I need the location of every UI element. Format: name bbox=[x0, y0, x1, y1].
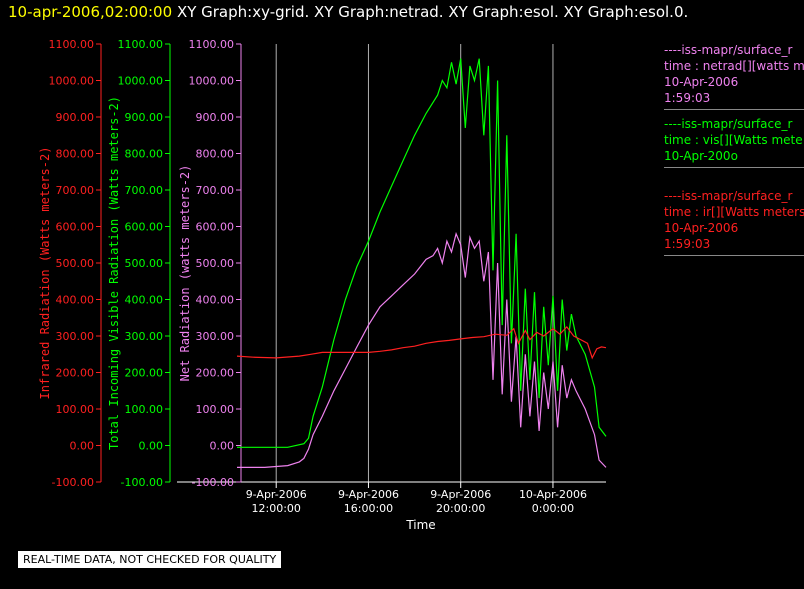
x-tick-label-0: 9-Apr-2006 bbox=[246, 488, 307, 501]
net-y-tick-label-11: 1000.00 bbox=[189, 75, 235, 88]
ir-y-axis-label: Infrared Radiation (Watts meters-2) bbox=[38, 147, 52, 400]
net-y-tick-label-5: 400.00 bbox=[196, 294, 235, 307]
x-tick-label-1: 9-Apr-2006 bbox=[338, 488, 399, 501]
net-y-tick-label-3: 200.00 bbox=[196, 367, 235, 380]
legend-line-0-1: time : netrad[][watts m bbox=[664, 59, 804, 73]
vis-y-tick-label-3: 200.00 bbox=[125, 367, 164, 380]
vis-y-tick-label-10: 900.00 bbox=[125, 111, 164, 124]
net-y-tick-label-9: 800.00 bbox=[196, 148, 235, 161]
vis-y-tick-label-0: -100.00 bbox=[121, 476, 163, 489]
legend-line-2-2: 10-Apr-2006 bbox=[664, 221, 739, 235]
legend-separator-0 bbox=[664, 109, 804, 110]
ir-y-tick-label-1: 0.00 bbox=[70, 440, 95, 453]
ir-y-tick-label-4: 300.00 bbox=[56, 330, 95, 343]
net-y-tick-label-0: -100.00 bbox=[192, 476, 234, 489]
quality-notice: REAL-TIME DATA, NOT CHECKED FOR QUALITY bbox=[18, 551, 282, 568]
legend-line-1-2: 10-Apr-200o bbox=[664, 149, 738, 163]
ir-y-tick-label-10: 900.00 bbox=[56, 111, 95, 124]
ir-y-tick-label-5: 400.00 bbox=[56, 294, 95, 307]
vis-y-tick-label-11: 1000.00 bbox=[118, 75, 164, 88]
legend-line-1-1: time : vis[][Watts mete bbox=[664, 133, 803, 147]
net-y-axis-label: Net Radiation (watts meters-2) bbox=[178, 165, 192, 382]
vis-y-tick-label-5: 400.00 bbox=[125, 294, 164, 307]
vis-y-tick-label-6: 500.00 bbox=[125, 257, 164, 270]
net-y-tick-label-2: 100.00 bbox=[196, 403, 235, 416]
graph-header: 10-apr-2006,02:00:00 XY Graph:xy-grid. X… bbox=[8, 3, 688, 21]
legend-line-0-0: ----iss-mapr/surface_r bbox=[664, 43, 793, 57]
header-graph-list: XY Graph:xy-grid. XY Graph:netrad. XY Gr… bbox=[176, 3, 689, 21]
ir-y-tick-label-6: 500.00 bbox=[56, 257, 95, 270]
net-series-line bbox=[237, 231, 607, 468]
legend-line-0-3: 1:59:03 bbox=[664, 91, 711, 105]
net-y-tick-label-1: 0.00 bbox=[210, 440, 235, 453]
vis-y-tick-label-4: 300.00 bbox=[125, 330, 164, 343]
ir-y-tick-label-8: 700.00 bbox=[56, 184, 95, 197]
ir-series-line bbox=[236, 325, 607, 360]
legend-line-0-2: 10-Apr-2006 bbox=[664, 75, 739, 89]
vis-y-tick-label-9: 800.00 bbox=[125, 148, 164, 161]
vis-y-tick-label-8: 700.00 bbox=[125, 184, 164, 197]
legend-line-1-0: ----iss-mapr/surface_r bbox=[664, 117, 793, 131]
ir-y-tick-label-12: 1100.00 bbox=[49, 38, 95, 51]
vis-series-line bbox=[237, 58, 607, 448]
net-y-tick-label-12: 1100.00 bbox=[189, 38, 235, 51]
legend-line-2-0: ----iss-mapr/surface_r bbox=[664, 189, 793, 203]
vis-y-tick-label-12: 1100.00 bbox=[118, 38, 164, 51]
ir-y-tick-label-7: 600.00 bbox=[56, 221, 95, 234]
x-axis-label: Time bbox=[405, 518, 435, 532]
x-tick-time-2: 20:00:00 bbox=[436, 502, 485, 515]
vis-y-tick-label-1: 0.00 bbox=[139, 440, 164, 453]
net-y-tick-label-7: 600.00 bbox=[196, 221, 235, 234]
vis-y-tick-label-2: 100.00 bbox=[125, 403, 164, 416]
vis-y-tick-label-7: 600.00 bbox=[125, 221, 164, 234]
ir-y-tick-label-9: 800.00 bbox=[56, 148, 95, 161]
x-tick-time-0: 12:00:00 bbox=[252, 502, 301, 515]
x-tick-time-1: 16:00:00 bbox=[344, 502, 393, 515]
x-tick-label-2: 9-Apr-2006 bbox=[430, 488, 491, 501]
vis-y-axis-label: Total Incoming Visible Radiation (Watts … bbox=[107, 96, 121, 450]
net-y-tick-label-4: 300.00 bbox=[196, 330, 235, 343]
ir-y-tick-label-11: 1000.00 bbox=[49, 75, 95, 88]
ir-y-tick-label-0: -100.00 bbox=[52, 476, 94, 489]
x-tick-time-3: 0:00:00 bbox=[532, 502, 574, 515]
net-y-tick-label-10: 900.00 bbox=[196, 111, 235, 124]
ir-y-tick-label-3: 200.00 bbox=[56, 367, 95, 380]
legend-separator-2 bbox=[664, 255, 804, 256]
x-tick-label-3: 10-Apr-2006 bbox=[519, 488, 587, 501]
net-y-tick-label-8: 700.00 bbox=[196, 184, 235, 197]
header-timestamp: 10-apr-2006,02:00:00 bbox=[8, 3, 173, 21]
legend-line-2-3: 1:59:03 bbox=[664, 237, 711, 251]
net-y-tick-label-6: 500.00 bbox=[196, 257, 235, 270]
legend-separator-1 bbox=[664, 167, 804, 168]
legend-line-2-1: time : ir[][Watts meters bbox=[664, 205, 804, 219]
ir-y-tick-label-2: 100.00 bbox=[56, 403, 95, 416]
